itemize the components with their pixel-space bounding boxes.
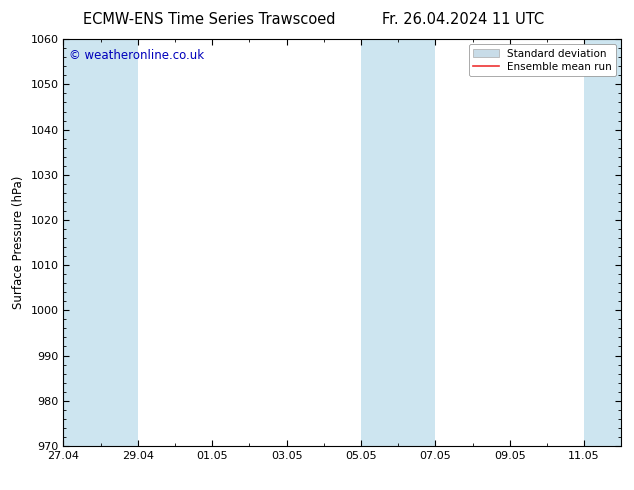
Bar xyxy=(63,39,101,446)
Bar xyxy=(398,39,436,446)
Text: © weatheronline.co.uk: © weatheronline.co.uk xyxy=(69,49,204,62)
Text: ECMW-ENS Time Series Trawscoed: ECMW-ENS Time Series Trawscoed xyxy=(83,12,335,27)
Legend: Standard deviation, Ensemble mean run: Standard deviation, Ensemble mean run xyxy=(469,45,616,76)
Bar xyxy=(584,39,621,446)
Bar xyxy=(101,39,138,446)
Y-axis label: Surface Pressure (hPa): Surface Pressure (hPa) xyxy=(12,176,25,309)
Text: Fr. 26.04.2024 11 UTC: Fr. 26.04.2024 11 UTC xyxy=(382,12,544,27)
Bar xyxy=(361,39,398,446)
